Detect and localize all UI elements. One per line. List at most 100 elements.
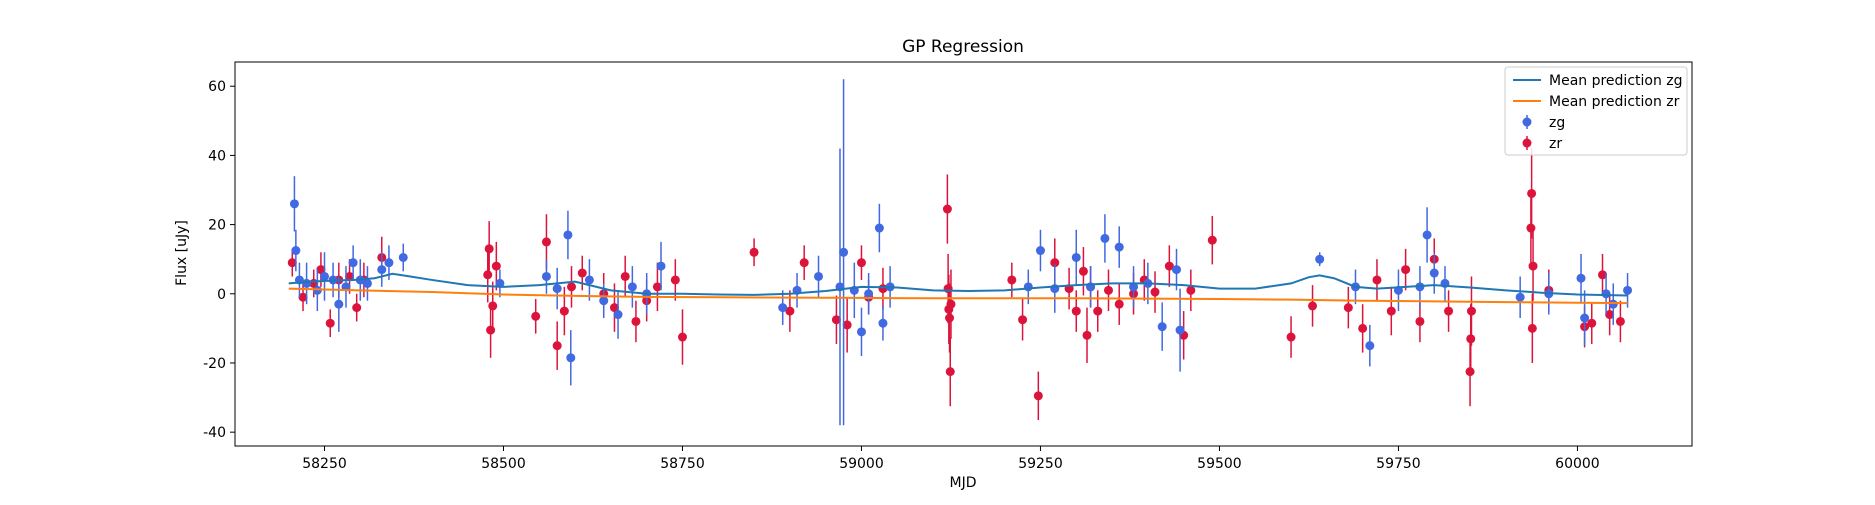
zg-point [778,303,788,313]
zg-point [289,199,299,209]
zr-point [1605,310,1615,320]
y-tick-label: 20 [208,218,226,234]
zg-point [1429,268,1439,278]
zr-point [483,270,493,280]
mean-prediction-line [288,287,1628,305]
zg-point [599,296,609,306]
zr-point [670,275,680,285]
legend-marker-swatch [1522,138,1532,148]
x-tick-label: 59250 [1018,456,1063,472]
zg-point [302,278,312,288]
zg-point [291,246,301,256]
zr-point [831,315,841,325]
legend-label: Mean prediction zg [1549,73,1683,89]
zg-point [398,252,408,262]
zr-point [1401,265,1411,275]
mean-prediction-line [288,272,1628,297]
zg-point [563,230,573,240]
zr-point [856,258,866,268]
zg-point [814,271,824,281]
zr-point [541,237,551,247]
zg-point [839,247,849,257]
y-axis-title: Flux [uJy] [174,220,190,286]
points-layer [287,79,1633,426]
zr-point [1358,323,1368,333]
zr-point [488,301,498,311]
zr-point [1308,301,1318,311]
zr-point [945,313,955,323]
x-tick-label: 58250 [302,456,347,472]
zr-point [1018,315,1028,325]
zg-point [1100,233,1110,243]
chart-title: GP Regression [902,37,1024,57]
zr-point [946,299,956,309]
zr-point [1150,287,1160,297]
zg-point [566,353,576,363]
zr-point [486,325,496,335]
zg-point [1157,322,1167,332]
zr-point [287,258,297,268]
zr-point [1007,275,1017,285]
zr-point [631,316,641,326]
x-tick-label: 59500 [1197,456,1242,472]
zr-point [1186,285,1196,295]
zg-point [1422,230,1432,240]
zr-point [1372,275,1382,285]
x-tick-label: 59000 [839,456,884,472]
x-axis-ticks: 58250 58500 58750 59000 59250 59500 59750 60000 [302,446,1600,472]
zr-point [1598,270,1608,280]
zr-point [345,271,355,281]
zr-point [1527,188,1537,198]
zr-point [559,306,569,316]
y-tick-label: 40 [208,148,226,164]
zg-point [1175,325,1185,335]
zr-point [1078,266,1088,276]
zg-point [878,318,888,328]
zg-point [627,282,637,292]
zr-point [1093,306,1103,316]
zr-point [1103,285,1113,295]
y-tick-label: 0 [217,287,226,303]
plot-area [287,79,1633,426]
zr-point [484,244,494,254]
zr-point [945,367,955,377]
zr-point [1466,306,1476,316]
zr-point [1444,306,1454,316]
zg-point [613,310,623,320]
zg-point [362,278,372,288]
zr-point [1207,235,1217,245]
zr-point [1343,303,1353,313]
zr-point [531,311,541,321]
zr-point [652,282,662,292]
zr-point [352,303,362,313]
y-tick-label: 60 [208,79,226,95]
zr-point [491,261,501,271]
zg-point [864,289,874,299]
zg-point [1023,282,1033,292]
zg-point [1608,299,1618,309]
y-axis-ticks: -40 -20 0 20 40 60 [203,79,235,441]
zr-point [842,320,852,330]
zr-point [1527,323,1537,333]
legend-marker-swatch [1522,117,1532,127]
zr-point [1050,258,1060,268]
zg-point [1172,265,1182,275]
zr-point [620,271,630,281]
zg-point [1035,246,1045,256]
zg-point [1365,341,1375,351]
x-tick-label: 59750 [1376,456,1421,472]
x-tick-label: 60000 [1555,456,1600,472]
zr-point [677,332,687,342]
zg-point [1623,285,1633,295]
zr-point [1415,316,1425,326]
zg-point [541,271,551,281]
zr-point [1386,306,1396,316]
y-tick-label: -20 [203,356,226,372]
zr-point [1114,299,1124,309]
legend-box [1504,66,1688,156]
zr-point [1071,306,1081,316]
zg-point [1601,289,1611,299]
legend-label: zg [1549,115,1565,131]
